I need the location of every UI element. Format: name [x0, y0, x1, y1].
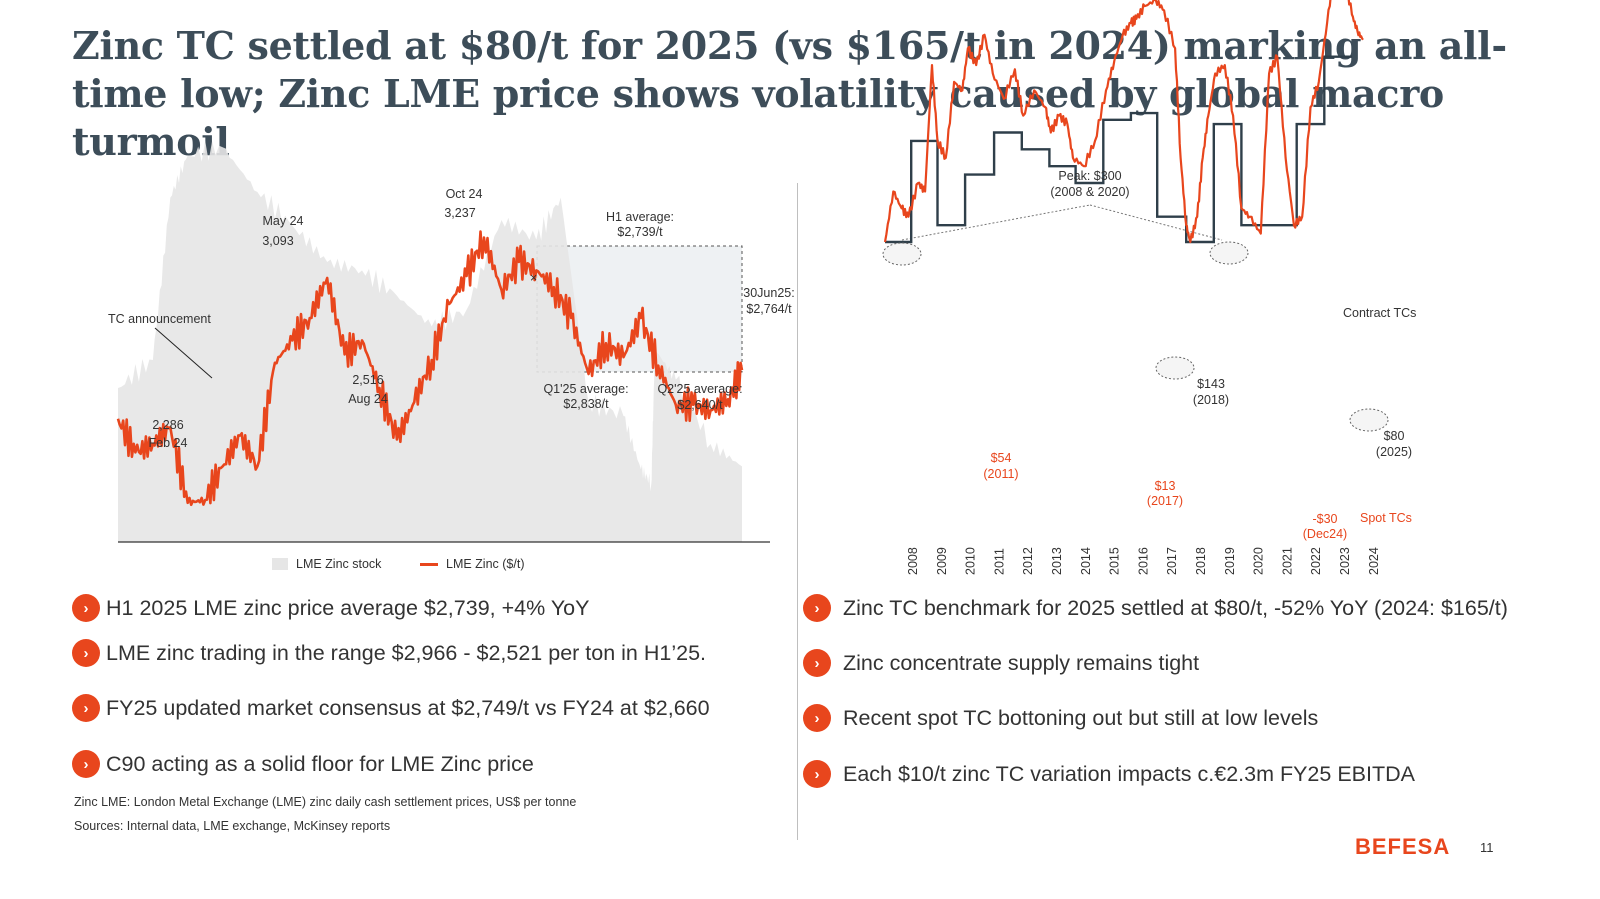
low-2018-value: $143: [1197, 377, 1225, 391]
low-dec24-value: -$30: [1312, 512, 1337, 526]
spot-tc-label: Spot TCs: [1360, 511, 1412, 525]
q1-average-value: $2,838/t: [563, 397, 609, 411]
year-tick-2015: 2015: [1108, 547, 1122, 575]
year-tick-2017: 2017: [1165, 547, 1179, 575]
legend-price-swatch: [420, 562, 438, 566]
tc-2025-value: $80: [1384, 429, 1405, 443]
peak-leader-right: [1089, 204, 1223, 241]
right-bullet-2: › Zinc concentrate supply remains tight: [803, 649, 1199, 677]
year-tick-2011: 2011: [992, 548, 1006, 575]
low-2017-value: $13: [1155, 479, 1176, 493]
tc-announcement-label: TC announcement: [108, 312, 211, 326]
left-bullet-2: › LME zinc trading in the range $2,966 - …: [72, 639, 706, 667]
low-2018-ellipse: [1155, 356, 1195, 380]
year-tick-2018: 2018: [1194, 547, 1208, 575]
chevron-right-icon: ›: [72, 694, 100, 722]
low-dec24-year: (Dec24): [1303, 527, 1347, 541]
peak-sub: (2008 & 2020): [1050, 185, 1129, 199]
left-bullet-list: › H1 2025 LME zinc price average $2,739, …: [72, 590, 792, 790]
contract-tc-label: Contract TCs: [1343, 306, 1416, 320]
peak-label: Peak: $300: [1058, 169, 1121, 183]
footnote-sources: Sources: Internal data, LME exchange, Mc…: [74, 819, 391, 833]
oct-value: 3,237: [444, 206, 475, 220]
feb-label: Feb 24: [149, 436, 188, 450]
right-bullet-3: › Recent spot TC bottoning out but still …: [803, 704, 1318, 732]
year-tick-2009: 2009: [935, 547, 949, 575]
chevron-right-icon: ›: [803, 649, 831, 677]
h1-average-label: H1 average:: [606, 210, 674, 224]
lme-stock-area: [118, 140, 742, 543]
year-tick-2012: 2012: [1021, 547, 1035, 575]
left-bullet-3: › FY25 updated market consensus at $2,749…: [72, 694, 710, 722]
year-tick-2014: 2014: [1079, 547, 1093, 575]
page-title: Zinc TC settled at $80/t for 2025 (vs $1…: [72, 23, 1507, 164]
tc-2025-year: (2025): [1376, 445, 1412, 459]
chevron-right-icon: ›: [72, 594, 100, 622]
peak-2008-ellipse: [882, 242, 922, 266]
left-bullet-4: › C90 acting as a solid floor for LME Zin…: [72, 750, 534, 778]
legend-stock-label: LME Zinc stock: [296, 557, 382, 571]
may-value: 3,093: [262, 234, 293, 248]
spot-tc-line: [883, 0, 1364, 244]
legend-stock-swatch: [272, 558, 288, 570]
year-tick-2022: 2022: [1309, 547, 1323, 575]
column-divider: [797, 183, 798, 840]
year-tick-2024: 2024: [1367, 547, 1381, 575]
page-number: 11: [1480, 840, 1494, 855]
year-tick-2010: 2010: [964, 547, 978, 575]
aug-label: Aug 24: [348, 392, 388, 406]
legend-price-label: LME Zinc ($/t): [446, 557, 525, 571]
feb-value: 2,286: [152, 418, 183, 432]
year-tick-2021: 2021: [1280, 547, 1294, 575]
legend-lme-price: LME Zinc ($/t): [420, 557, 525, 571]
year-tick-2013: 2013: [1050, 547, 1064, 575]
q2-average-value: $2,640/t: [677, 398, 723, 412]
oct-label: Oct 24: [446, 187, 483, 201]
low-2011-value: $54: [991, 451, 1012, 465]
tc-announcement-pointer: [154, 327, 213, 379]
low-2025-ellipse: [1349, 408, 1389, 432]
low-2011-year: (2011): [983, 467, 1018, 481]
right-bullet-1: › Zinc TC benchmark for 2025 settled at $…: [803, 594, 1508, 622]
low-2018-year: (2018): [1193, 393, 1229, 407]
year-tick-2016: 2016: [1136, 547, 1150, 575]
year-tick-2019: 2019: [1223, 547, 1237, 575]
right-bullet-list: › Zinc TC benchmark for 2025 settled at $…: [803, 590, 1593, 790]
chevron-right-icon: ›: [803, 704, 831, 732]
chevron-right-icon: ›: [72, 750, 100, 778]
q1-average-label: Q1'25 average:: [543, 382, 628, 396]
year-tick-2023: 2023: [1338, 547, 1352, 575]
low-2017-year: (2017): [1147, 494, 1183, 508]
end-label: 30Jun25:: [743, 286, 794, 300]
lme-price-line: [116, 230, 744, 507]
chevron-right-icon: ›: [72, 639, 100, 667]
peak-leader-left: [901, 204, 1091, 241]
footnote-zinc-lme: Zinc LME: London Metal Exchange (LME) zi…: [74, 795, 577, 809]
h1-average-value: $2,739/t: [617, 225, 663, 239]
year-tick-2008: 2008: [906, 547, 920, 575]
lme-zinc-chart: TC announcement × May 24 3,093 Oct 24 3,237 2,…: [108, 140, 795, 543]
aug-value: 2,516: [352, 373, 383, 387]
q2-average-label: Q2'25 average:: [657, 382, 742, 396]
zinc-tc-chart: 2008 2009 2010 2011 2012 2013 2014 2015 2016 2017…: [882, 0, 1416, 575]
may-label: May 24: [263, 214, 304, 228]
left-bullet-1: › H1 2025 LME zinc price average $2,739, …: [72, 594, 589, 622]
chevron-right-icon: ›: [803, 594, 831, 622]
befesa-logo: BEFESA: [1355, 834, 1451, 859]
end-value: $2,764/t: [746, 302, 792, 316]
legend-lme-stock: LME Zinc stock: [272, 557, 381, 571]
year-tick-2020: 2020: [1252, 547, 1266, 575]
h1-start-marker: ×: [530, 271, 537, 285]
peak-2020-ellipse: [1209, 241, 1249, 265]
right-bullet-4: › Each $10/t zinc TC variation impacts c.…: [803, 760, 1415, 788]
chevron-right-icon: ›: [803, 760, 831, 788]
